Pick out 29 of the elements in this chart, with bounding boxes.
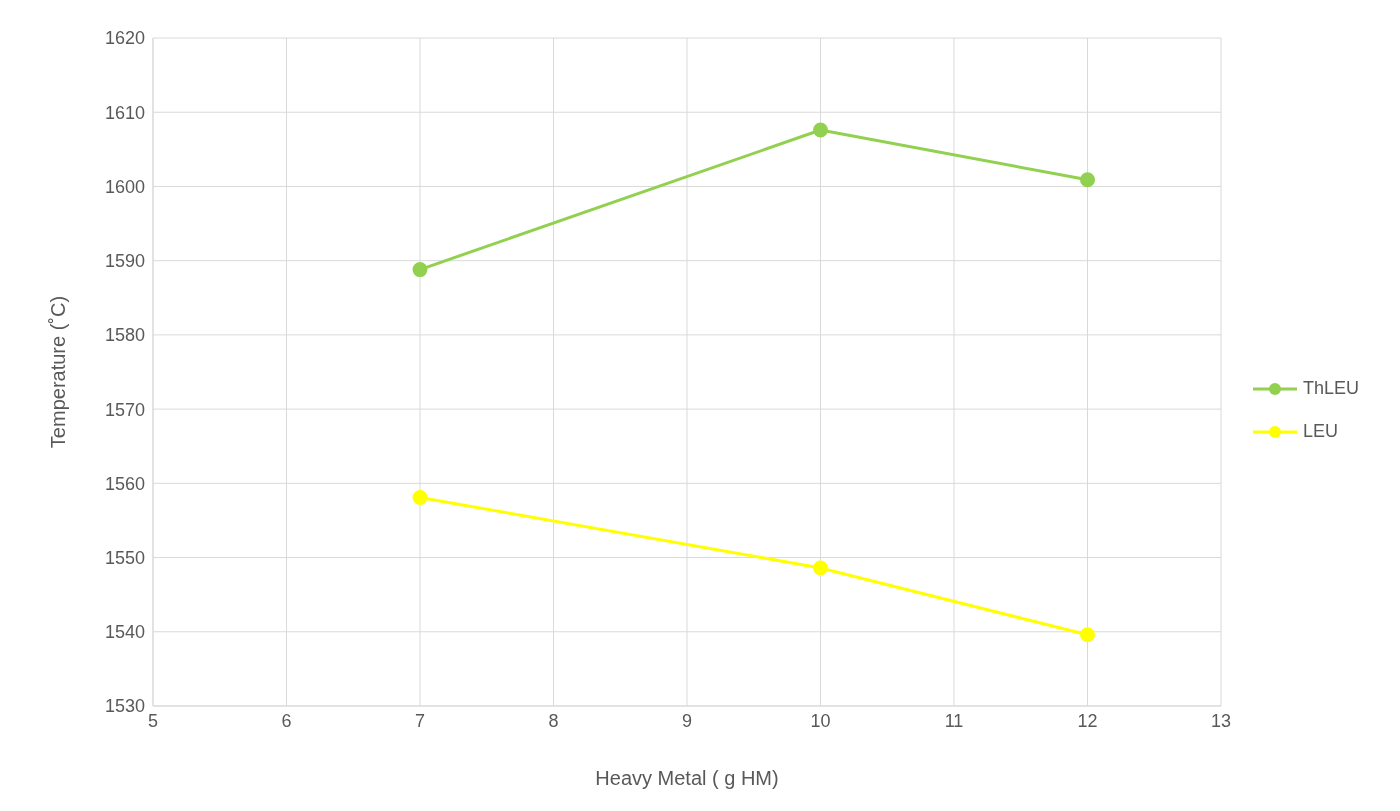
x-tick-label: 11 — [944, 710, 964, 731]
y-tick-label: 1530 — [104, 696, 145, 717]
x-tick-label: 8 — [548, 710, 559, 731]
y-tick-label: 1610 — [104, 102, 145, 123]
x-tick-label: 12 — [1077, 710, 1098, 731]
point — [1080, 627, 1095, 643]
y-tick-label: 1600 — [104, 176, 145, 197]
legend-label: LEU — [1303, 421, 1339, 442]
x-tick-label: 9 — [681, 710, 693, 731]
x-tick-label: 13 — [1210, 710, 1232, 731]
y-tick-label: 1590 — [104, 251, 145, 272]
x-tick-label: 6 — [281, 710, 292, 731]
y-tick-label: 1620 — [104, 28, 145, 49]
x-tick-label: 7 — [414, 710, 426, 731]
y-tick-label: 1580 — [104, 325, 145, 346]
y-tick-label: 1550 — [104, 547, 145, 568]
x-tick-label: 10 — [810, 710, 831, 731]
x-tick-label: 5 — [147, 710, 159, 731]
y-axis-title: Temperature (˚C) — [47, 295, 70, 449]
y-tick-label: 1540 — [104, 622, 145, 643]
y-tick-label: 1570 — [104, 399, 145, 420]
point — [813, 560, 828, 576]
x-axis-title: Heavy Metal ( g HM) — [595, 767, 779, 789]
point — [412, 489, 428, 505]
point — [412, 262, 428, 278]
point — [1080, 172, 1095, 188]
point — [813, 122, 828, 138]
y-tick-label: 1560 — [104, 473, 145, 494]
legend-label: ThLEU — [1303, 378, 1360, 399]
